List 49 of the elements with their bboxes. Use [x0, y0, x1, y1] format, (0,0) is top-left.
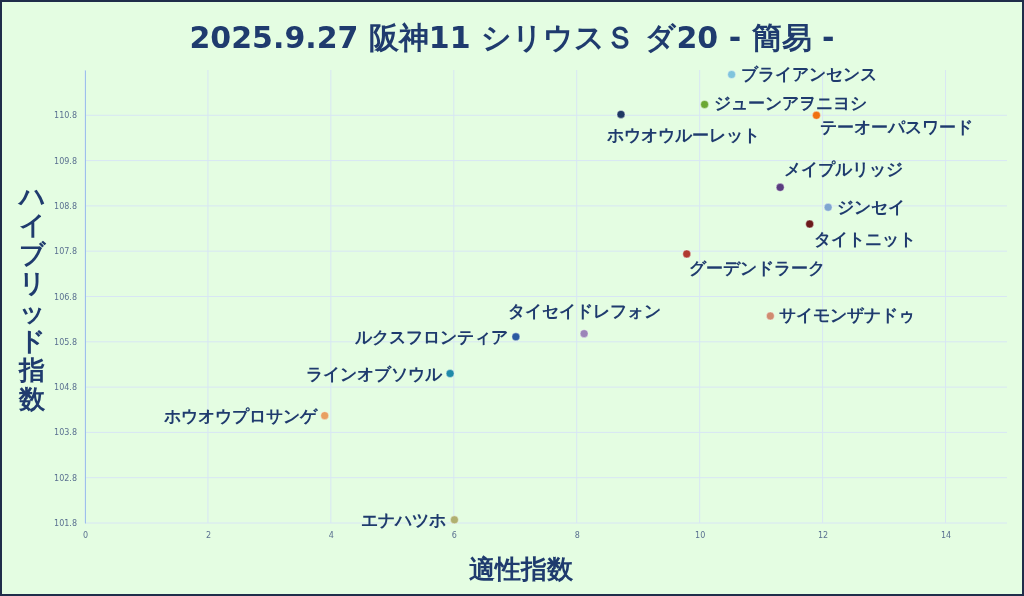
y-tick-label: 110.8: [54, 111, 77, 121]
y-tick-label: 104.8: [54, 383, 77, 393]
x-tick-label: 6: [451, 530, 457, 540]
x-tick-label: 2: [205, 530, 211, 540]
point: [616, 110, 626, 119]
series-label: エナハツホ: [361, 509, 447, 530]
point: [727, 70, 737, 79]
point: [700, 100, 709, 109]
x-tick-label: 8: [574, 530, 580, 540]
series-label: ホウオウプロサンゲ: [162, 405, 319, 426]
x-tick-label: 14: [940, 530, 952, 540]
y-tick-label: 102.8: [54, 473, 77, 483]
x-axis-title: 適性指数: [469, 554, 574, 584]
series-label: グーデンドラーク: [688, 257, 825, 278]
series-label: ジューンアヲニヨシ: [713, 93, 867, 114]
series-label: サイモンザナドゥ: [779, 304, 916, 325]
series-label: タイトニット: [813, 229, 916, 250]
x-tick-label: 4: [328, 530, 334, 540]
point: [823, 202, 833, 212]
y-tick-label: 109.8: [54, 156, 77, 166]
series-label: ルクスフロンティア: [353, 326, 508, 347]
x-tick-label: 12: [818, 530, 829, 540]
point: [682, 249, 692, 259]
point: [765, 311, 775, 321]
y-tick-label: 107.8: [54, 247, 77, 257]
point: [579, 329, 589, 339]
y-tick-label: 106.8: [54, 292, 77, 302]
point: [775, 182, 785, 192]
x-tick-label: 10: [695, 530, 706, 540]
point: [320, 411, 330, 421]
series-label: ホウオウルーレット: [606, 125, 761, 146]
series-label: ブライアンセンス: [740, 63, 877, 84]
y-tick-label: 103.8: [54, 428, 77, 438]
point: [511, 332, 521, 342]
y-tick-label: 105.8: [54, 337, 77, 347]
point: [805, 219, 815, 229]
y-tick-label: 108.8: [54, 201, 77, 211]
series-label: メイプルリッジ: [784, 159, 904, 180]
series-label: ジンセイ: [837, 197, 906, 218]
y-axis-title: ハイブリッド指数: [16, 181, 47, 414]
series-label: テーオーパスワード: [820, 117, 974, 138]
series-label: タイセイドレフォン: [507, 300, 661, 321]
point: [812, 110, 821, 120]
x-tick-label: 0: [82, 530, 89, 540]
chart-title: 2025.9.27 阪神11 シリウスＳ ダ20 - 簡易 -: [189, 20, 835, 55]
y-tick-label: 101.8: [54, 519, 77, 529]
point: [445, 369, 455, 378]
point: [450, 515, 459, 525]
series-label: ラインオブソウル: [306, 363, 444, 384]
